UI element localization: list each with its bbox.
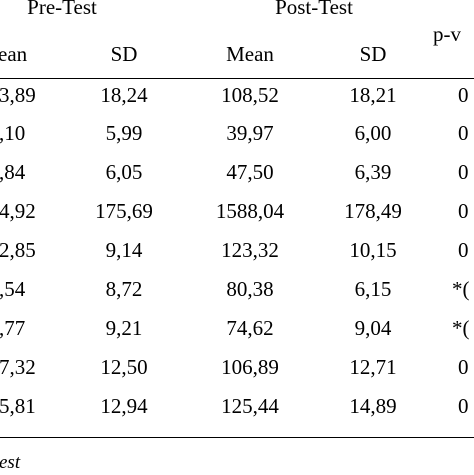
p-value-cell: 0 xyxy=(458,121,469,145)
pre-mean-cell: 3,89 xyxy=(0,83,36,107)
pre-sd-cell: 6,05 xyxy=(105,160,143,184)
post-sd-cell: 6,15 xyxy=(354,277,392,301)
pre-mean-cell: ,84 xyxy=(0,160,26,184)
post-sd-cell: 12,71 xyxy=(349,355,397,379)
post-sd-header: SD xyxy=(359,42,387,66)
post-sd-cell: 9,04 xyxy=(354,316,392,340)
post-sd-cell: 6,39 xyxy=(354,160,392,184)
p-value-cell: 0 xyxy=(458,83,469,107)
post-sd-cell: 18,21 xyxy=(349,83,397,107)
header-rule xyxy=(0,78,474,79)
post-mean-cell: 74,62 xyxy=(226,316,274,340)
post-mean-cell: 80,38 xyxy=(226,277,274,301)
p-value-cell: 0 xyxy=(458,199,469,223)
p-value-cell: 0 xyxy=(458,394,469,418)
pre-mean-cell: 2,85 xyxy=(0,238,36,262)
p-value-cell: 0 xyxy=(458,355,469,379)
p-value-cell: *( xyxy=(452,277,470,301)
p-value-cell: *( xyxy=(452,316,470,340)
post-test-header: Post-Test xyxy=(275,0,353,19)
pre-test-header: Pre-Test xyxy=(27,0,97,19)
pre-sd-cell: 5,99 xyxy=(105,121,143,145)
pre-mean-cell: 5,81 xyxy=(0,394,36,418)
p-value-cell: 0 xyxy=(458,238,469,262)
post-sd-cell: 178,49 xyxy=(344,199,402,223)
pre-mean-cell: 7,32 xyxy=(0,355,36,379)
pre-mean-cell: ,54 xyxy=(0,277,26,301)
table-footnote: est xyxy=(0,452,21,473)
pre-mean-cell: 4,92 xyxy=(0,199,36,223)
post-mean-cell: 1588,04 xyxy=(215,199,285,223)
bottom-rule xyxy=(0,437,474,438)
pre-mean-header: ean xyxy=(0,42,28,66)
pre-sd-cell: 18,24 xyxy=(100,83,148,107)
p-value-cell: 0 xyxy=(458,160,469,184)
p-value-header: p-v xyxy=(433,22,461,46)
post-sd-cell: 10,15 xyxy=(349,238,397,262)
pre-sd-cell: 12,94 xyxy=(100,394,148,418)
post-mean-cell: 123,32 xyxy=(221,238,279,262)
post-mean-cell: 106,89 xyxy=(221,355,279,379)
pre-sd-cell: 175,69 xyxy=(95,199,153,223)
pre-sd-header: SD xyxy=(110,42,138,66)
post-mean-header: Mean xyxy=(226,42,274,66)
post-mean-cell: 39,97 xyxy=(226,121,274,145)
post-sd-cell: 14,89 xyxy=(349,394,397,418)
pre-sd-cell: 9,14 xyxy=(105,238,143,262)
post-mean-cell: 47,50 xyxy=(226,160,274,184)
pre-sd-cell: 12,50 xyxy=(100,355,148,379)
post-mean-cell: 125,44 xyxy=(221,394,279,418)
pre-sd-cell: 8,72 xyxy=(105,277,143,301)
post-sd-cell: 6,00 xyxy=(354,121,392,145)
pre-sd-cell: 9,21 xyxy=(105,316,143,340)
pre-mean-cell: ,10 xyxy=(0,121,26,145)
post-mean-cell: 108,52 xyxy=(221,83,279,107)
pre-mean-cell: ,77 xyxy=(0,316,26,340)
